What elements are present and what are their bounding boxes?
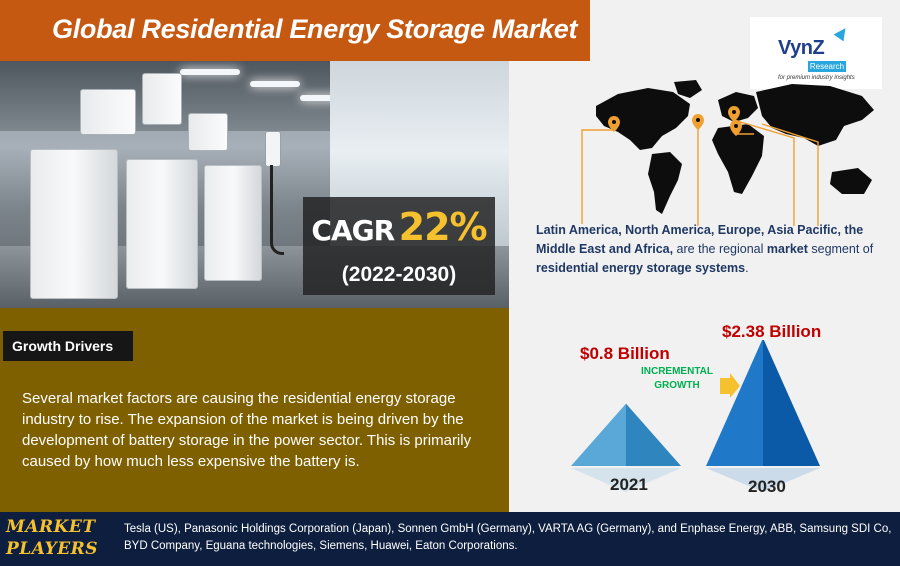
growth-chart — [571, 340, 820, 492]
continent-australia — [830, 168, 872, 194]
market-players-text: Tesla (US), Panasonic Holdings Corporati… — [124, 523, 892, 552]
logo-tagline: for premium industry insights — [778, 75, 855, 81]
ceiling-light — [300, 95, 340, 101]
incremental-growth-label: INCREMENTAL GROWTH — [640, 366, 714, 391]
vynz-logo: VynZ Research for premium industry insig… — [750, 17, 882, 89]
continent-north-america — [596, 88, 690, 150]
bar-reflection-2030 — [706, 468, 820, 492]
logo-name: VynZ — [778, 37, 825, 59]
battery-unit — [126, 159, 198, 289]
inverter-unit — [80, 89, 136, 135]
cagr-label: CAGR — [311, 214, 395, 247]
location-pin-icon — [730, 120, 742, 136]
location-pin-icon — [728, 106, 740, 122]
region-segment-prefix: segment of — [807, 242, 874, 256]
region-market: market — [766, 242, 808, 256]
growth-drivers-heading: Growth Drivers — [12, 338, 114, 354]
growth-drivers-text: Several market factors are causing the r… — [22, 390, 472, 470]
market-players-label: MARKET PLAYERS — [6, 516, 116, 560]
location-pin-icon — [608, 116, 620, 132]
ceiling-light — [250, 81, 300, 87]
bar-shade-2021 — [626, 403, 681, 466]
continent-asia — [756, 84, 874, 146]
logo-arrow-icon — [833, 24, 851, 42]
cagr-period: (2022-2030) — [341, 263, 457, 286]
title-banner: Global Residential Energy Storage Market — [0, 0, 590, 61]
ceiling-light — [180, 69, 240, 75]
bar-2021 — [571, 403, 626, 466]
cagr-value: 22% — [398, 205, 488, 249]
market-players-bar: MARKET PLAYERS Tesla (US), Panasonic Hol… — [0, 512, 900, 566]
charger-cable — [270, 165, 284, 255]
connector-line — [581, 129, 614, 224]
logo-badge: Research — [808, 61, 846, 72]
region-names: Latin America, North America, Europe, As… — [536, 223, 864, 256]
region-mid: are the regional — [673, 242, 767, 256]
world-map — [581, 80, 874, 226]
cagr-box: CAGR 22% (2022-2030) — [303, 197, 495, 295]
connector-line — [733, 119, 795, 226]
battery-unit — [30, 149, 118, 299]
region-end: . — [745, 261, 749, 275]
arrow-right-icon — [720, 373, 740, 398]
continent-africa — [712, 124, 764, 194]
bar-2030 — [706, 340, 763, 466]
bar-reflection-2021 — [571, 468, 681, 492]
page-title: Global Residential Energy Storage Market — [52, 14, 578, 44]
inverter-unit — [142, 73, 182, 125]
market-players-label-line2: PLAYERS — [6, 539, 99, 559]
data-label-2030: $2.38 Billion — [722, 322, 822, 341]
battery-unit — [204, 165, 262, 281]
inverter-unit — [188, 113, 228, 151]
region-segment: residential energy storage systems — [536, 261, 746, 275]
ev-charger — [265, 131, 281, 167]
category-label-2030: 2030 — [748, 477, 786, 496]
cagr-line: CAGR 22% — [303, 205, 495, 249]
category-label-2021: 2021 — [610, 475, 648, 494]
connector-line — [761, 123, 819, 226]
regional-segment-text: Latin America, North America, Europe, As… — [536, 221, 896, 278]
continent-greenland — [674, 80, 702, 98]
location-pin-icon — [692, 114, 704, 130]
continent-south-america — [648, 152, 682, 214]
bar-shade-2030 — [763, 340, 820, 466]
growth-drivers-tag: Growth Drivers — [3, 331, 133, 361]
continent-europe — [718, 92, 758, 122]
data-label-2021: $0.8 Billion — [580, 344, 670, 363]
market-players-label-line1: MARKET — [6, 517, 96, 537]
